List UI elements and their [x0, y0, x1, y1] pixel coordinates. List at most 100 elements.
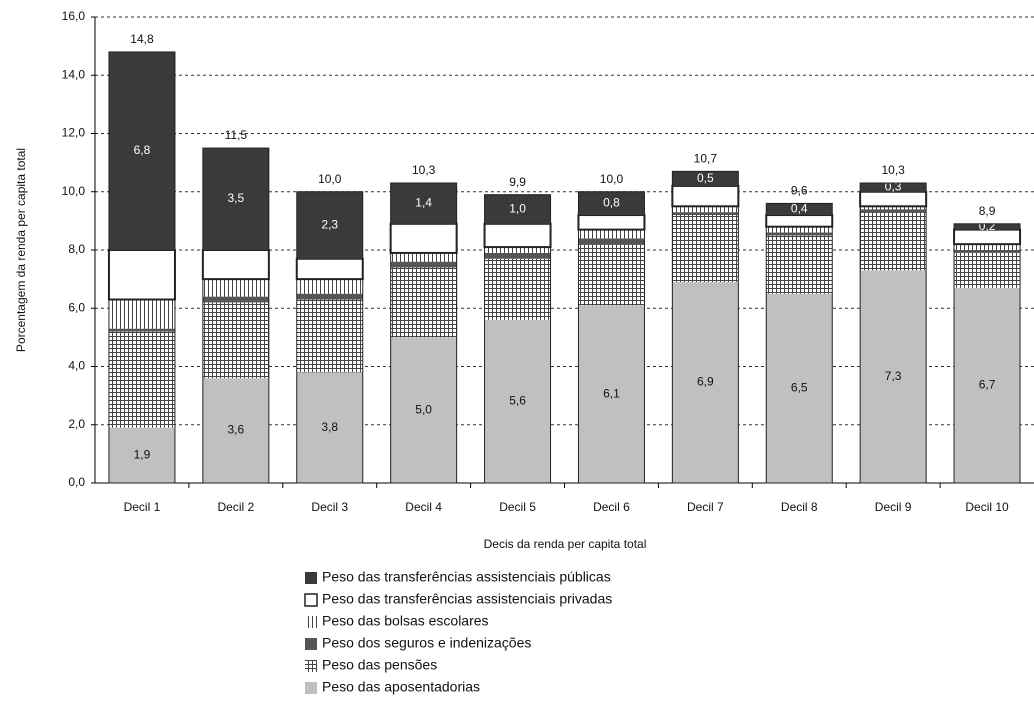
- legend-swatch: [304, 593, 318, 607]
- y-tick-label: 2,0: [68, 417, 85, 431]
- total-label: 10,7: [694, 152, 718, 166]
- x-tick-label: Decil 3: [311, 500, 348, 514]
- bar-segment: [202, 279, 269, 297]
- y-tick-label: 6,0: [68, 300, 85, 314]
- data-label: 6,9: [697, 375, 714, 389]
- total-label: 9,6: [791, 184, 808, 198]
- bar-segment: [860, 209, 927, 213]
- data-label: 3,8: [321, 420, 338, 434]
- bar-segment: [766, 235, 833, 294]
- bar-segment: [484, 258, 551, 320]
- bar-segment: [202, 296, 269, 303]
- bar-segment: [672, 171, 739, 186]
- data-label: 6,5: [791, 381, 808, 395]
- bar-segment: [860, 206, 927, 210]
- total-label: 8,9: [979, 204, 996, 218]
- bar-segment: [295, 257, 364, 281]
- x-tick-label: Decil 9: [875, 500, 912, 514]
- bar-outline: [671, 170, 739, 484]
- bar-segment: [390, 337, 457, 483]
- bar-segment: [859, 190, 928, 208]
- x-tick-label: Decil 5: [499, 500, 536, 514]
- bar-segment: [577, 214, 646, 231]
- total-label: 9,9: [509, 175, 526, 189]
- bar-segment: [108, 328, 175, 332]
- x-tick-label: Decil 4: [405, 500, 442, 514]
- bar-segment: [860, 183, 927, 192]
- data-label: 0,4: [791, 201, 808, 215]
- bar-outline: [953, 223, 1021, 484]
- data-label: 2,3: [321, 217, 338, 231]
- legend-swatch: [305, 660, 317, 672]
- bar-segment: [484, 247, 551, 253]
- bar-segment: [296, 299, 363, 373]
- bar-segment: [296, 293, 363, 300]
- bar-outline: [577, 191, 645, 484]
- y-axis-title: Porcentagem da renda per capita total: [14, 148, 28, 352]
- y-tick-label: 8,0: [68, 242, 85, 256]
- total-label: 10,0: [318, 172, 342, 186]
- bar-segment: [766, 232, 833, 236]
- legend-label: Peso das aposentadorias: [322, 679, 480, 695]
- bar-segment: [390, 252, 457, 262]
- legend-label: Peso das transferências assistenciais pú…: [322, 569, 611, 585]
- total-label: 10,3: [881, 163, 905, 177]
- data-label: 6,7: [979, 378, 996, 392]
- data-label: 5,0: [415, 402, 432, 416]
- legend-label: Peso das transferências assistenciais pr…: [322, 591, 612, 607]
- data-label: 0,5: [697, 171, 714, 185]
- legend-label: Peso das bolsas escolares: [322, 613, 489, 629]
- legend-swatch: [305, 572, 317, 584]
- bar-segment: [202, 148, 269, 250]
- bar-outline: [390, 182, 458, 484]
- bar-segment: [296, 191, 363, 259]
- x-tick-label: Decil 8: [781, 500, 818, 514]
- bar-segment: [483, 222, 552, 249]
- bar-segment: [954, 244, 1021, 250]
- bar-segment: [672, 212, 739, 216]
- bar-segment: [296, 279, 363, 294]
- bar-segment: [201, 249, 270, 281]
- data-label: 1,0: [509, 201, 526, 215]
- bar-segment: [954, 287, 1021, 483]
- bar-outline: [202, 147, 270, 484]
- legend-label: Peso dos seguros e indenizações: [322, 635, 531, 651]
- bar-segment: [296, 372, 363, 483]
- bar-segment: [389, 222, 458, 254]
- bar-segment: [860, 270, 927, 483]
- bar-segment: [672, 206, 739, 213]
- x-tick-label: Decil 2: [218, 500, 255, 514]
- bar-segment: [390, 183, 457, 224]
- data-label: 5,6: [509, 394, 526, 408]
- bar-segment: [766, 293, 833, 483]
- bar-segment: [202, 302, 269, 379]
- bar-segment: [578, 191, 645, 216]
- x-tick-label: Decil 7: [687, 500, 724, 514]
- bar-segment: [578, 305, 645, 483]
- x-tick-label: Decil 6: [593, 500, 630, 514]
- total-label: 10,3: [412, 163, 436, 177]
- data-label: 7,3: [885, 369, 902, 383]
- bar-segment: [484, 194, 551, 224]
- x-tick-label: Decil 1: [124, 500, 161, 514]
- y-tick-label: 16,0: [62, 9, 86, 23]
- legend-label: Peso das pensões: [322, 657, 437, 673]
- data-label: 3,6: [228, 423, 245, 437]
- bar-segment: [108, 51, 175, 251]
- bar-segment: [578, 244, 645, 306]
- data-label: 6,1: [603, 386, 620, 400]
- bar-segment: [108, 299, 175, 329]
- bar-outline: [765, 202, 833, 484]
- total-label: 11,5: [225, 128, 248, 142]
- bar-outline: [108, 51, 176, 484]
- bar-segment: [954, 223, 1021, 230]
- y-tick-label: 12,0: [62, 126, 86, 140]
- bar-segment: [766, 226, 833, 233]
- bar-segment: [108, 331, 175, 428]
- y-tick-label: 4,0: [68, 359, 85, 373]
- legend-swatch: [305, 682, 317, 694]
- bar-segment: [484, 252, 551, 259]
- data-label: 0,8: [603, 196, 620, 210]
- legend-swatch: [305, 616, 317, 628]
